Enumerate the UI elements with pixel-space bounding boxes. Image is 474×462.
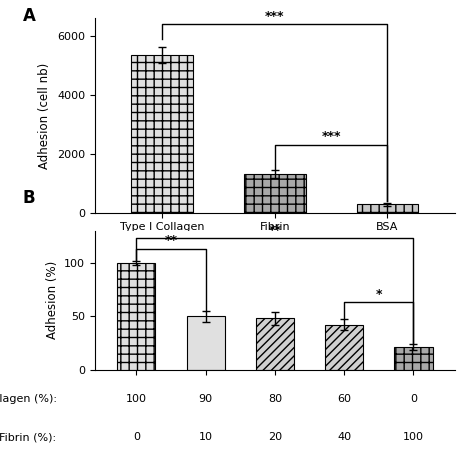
Text: **: ** (268, 225, 282, 237)
Bar (256, 318, 294, 370)
Text: 90: 90 (199, 394, 213, 404)
Text: 60: 60 (337, 394, 351, 404)
Text: 20: 20 (268, 432, 282, 443)
Bar (187, 316, 225, 370)
Bar (117, 263, 155, 370)
Text: ***: *** (321, 130, 341, 143)
Text: Fibrin (%):: Fibrin (%): (0, 432, 56, 443)
Bar (356, 204, 419, 213)
Text: **: ** (164, 234, 177, 247)
Text: 40: 40 (337, 432, 351, 443)
Text: Type I Collagen (%):: Type I Collagen (%): (0, 394, 56, 404)
Text: ***: *** (265, 10, 285, 23)
Y-axis label: Adhesion (cell nb): Adhesion (cell nb) (38, 62, 51, 169)
Text: B: B (23, 189, 36, 207)
Text: 100: 100 (403, 432, 424, 443)
Bar (131, 55, 193, 213)
Text: 0: 0 (410, 394, 417, 404)
Bar (394, 347, 432, 370)
Text: 10: 10 (199, 432, 213, 443)
Text: 0: 0 (133, 432, 140, 443)
Text: *: * (375, 288, 382, 301)
Text: A: A (23, 7, 36, 25)
Text: 80: 80 (268, 394, 282, 404)
Text: 100: 100 (126, 394, 147, 404)
Bar (244, 174, 306, 213)
Bar (325, 325, 363, 370)
Y-axis label: Adhesion (%): Adhesion (%) (46, 261, 58, 340)
